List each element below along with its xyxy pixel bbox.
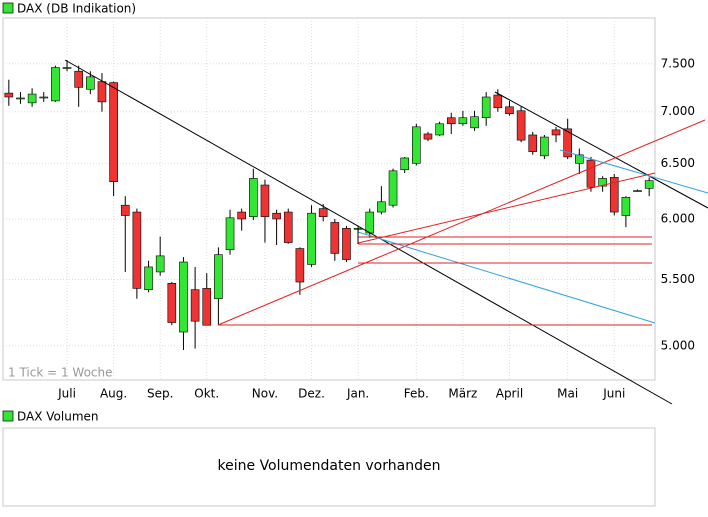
candle-body bbox=[132, 211, 142, 289]
candle-body bbox=[516, 110, 526, 141]
note: 1 Tick = 1 Woche bbox=[8, 366, 113, 380]
candle-body bbox=[4, 92, 14, 98]
x-tick-label: Sep. bbox=[147, 387, 173, 401]
candle-body bbox=[377, 201, 386, 213]
candle-body bbox=[214, 254, 223, 300]
candle-body bbox=[470, 116, 479, 129]
candle-body bbox=[528, 134, 538, 152]
candle-body bbox=[260, 184, 270, 217]
candle-body bbox=[551, 129, 561, 136]
candle-body bbox=[225, 217, 235, 251]
candle-body bbox=[272, 212, 281, 220]
legend-swatch bbox=[2, 410, 14, 422]
trend-line bbox=[559, 149, 708, 194]
y-tick-label: 5.000 bbox=[661, 338, 695, 352]
candle-body bbox=[342, 228, 351, 260]
trend-line bbox=[494, 91, 708, 209]
legend-label: DAX (DB Indikation) bbox=[17, 2, 136, 16]
candle-body bbox=[505, 106, 514, 115]
candle-body bbox=[318, 208, 328, 217]
x-tick-label: Okt. bbox=[194, 387, 219, 401]
volume-legend: DAX Volumen bbox=[17, 410, 99, 424]
candle-body bbox=[27, 93, 37, 104]
candle-body bbox=[644, 180, 654, 189]
candle-body bbox=[62, 67, 72, 69]
x-tick-label: Dez. bbox=[298, 387, 325, 401]
candle-body bbox=[609, 177, 619, 213]
trend-lines bbox=[64, 59, 708, 405]
candle-body bbox=[39, 96, 49, 99]
volume-message: keine Volumendaten vorhanden bbox=[218, 458, 441, 474]
candle-body bbox=[16, 97, 25, 100]
candle-body bbox=[633, 190, 642, 192]
candle-body bbox=[190, 289, 200, 322]
trend-line bbox=[357, 231, 656, 324]
candle-body bbox=[249, 178, 258, 217]
candle-body bbox=[458, 117, 468, 125]
candle-body bbox=[86, 76, 95, 90]
x-tick-label: Feb. bbox=[404, 387, 429, 401]
x-tick-label: Nov. bbox=[252, 387, 278, 401]
candle-body bbox=[621, 196, 631, 216]
y-tick-label: 7.500 bbox=[661, 56, 695, 70]
candle-body bbox=[400, 157, 409, 171]
candle-body bbox=[51, 67, 60, 102]
candle-body bbox=[330, 222, 340, 254]
candle-body bbox=[598, 178, 607, 187]
candles bbox=[4, 60, 654, 350]
y-tick-label: 6.000 bbox=[661, 211, 695, 225]
candle-body bbox=[388, 170, 398, 206]
candle-body bbox=[307, 212, 316, 265]
candle-body bbox=[144, 266, 153, 290]
y-tick-label: 7.000 bbox=[661, 104, 695, 118]
candle-body bbox=[575, 154, 584, 164]
candle-body bbox=[540, 136, 549, 157]
candle-body bbox=[412, 126, 421, 164]
volume-panel bbox=[2, 427, 656, 507]
y-tick-label: 5.500 bbox=[661, 272, 695, 286]
candle-body bbox=[179, 261, 188, 333]
plot-frame bbox=[2, 17, 656, 381]
candle-body bbox=[365, 211, 375, 234]
candle-body bbox=[167, 282, 177, 323]
candle-body bbox=[446, 117, 456, 125]
candle-body bbox=[155, 255, 165, 273]
candle-body bbox=[283, 211, 293, 243]
candle-body bbox=[493, 94, 503, 109]
trend-line bbox=[217, 119, 706, 326]
candle-body bbox=[120, 204, 130, 216]
candle-body bbox=[237, 211, 246, 220]
trend-line bbox=[64, 59, 673, 405]
candle-body bbox=[109, 82, 118, 183]
x-tick-label: Juli bbox=[57, 387, 76, 401]
candle-body bbox=[563, 128, 572, 158]
x-tick-label: Juni bbox=[602, 387, 625, 401]
x-tick-label: Jan. bbox=[346, 387, 369, 401]
trend-line bbox=[357, 172, 656, 244]
y-tick-label: 6.500 bbox=[661, 156, 695, 170]
candle-body bbox=[423, 133, 433, 140]
x-tick-label: Mai bbox=[557, 387, 578, 401]
legend-swatch bbox=[2, 2, 14, 14]
candle-body bbox=[97, 81, 107, 103]
candle-body bbox=[435, 123, 444, 136]
x-tick-label: Aug. bbox=[100, 387, 127, 401]
candle-body bbox=[74, 70, 83, 88]
candle-body bbox=[295, 248, 305, 283]
candle-body bbox=[481, 96, 491, 119]
candle-body bbox=[202, 288, 212, 326]
x-tick-label: März bbox=[448, 387, 477, 401]
candle-body bbox=[586, 159, 596, 188]
x-tick-label: April bbox=[496, 387, 523, 401]
